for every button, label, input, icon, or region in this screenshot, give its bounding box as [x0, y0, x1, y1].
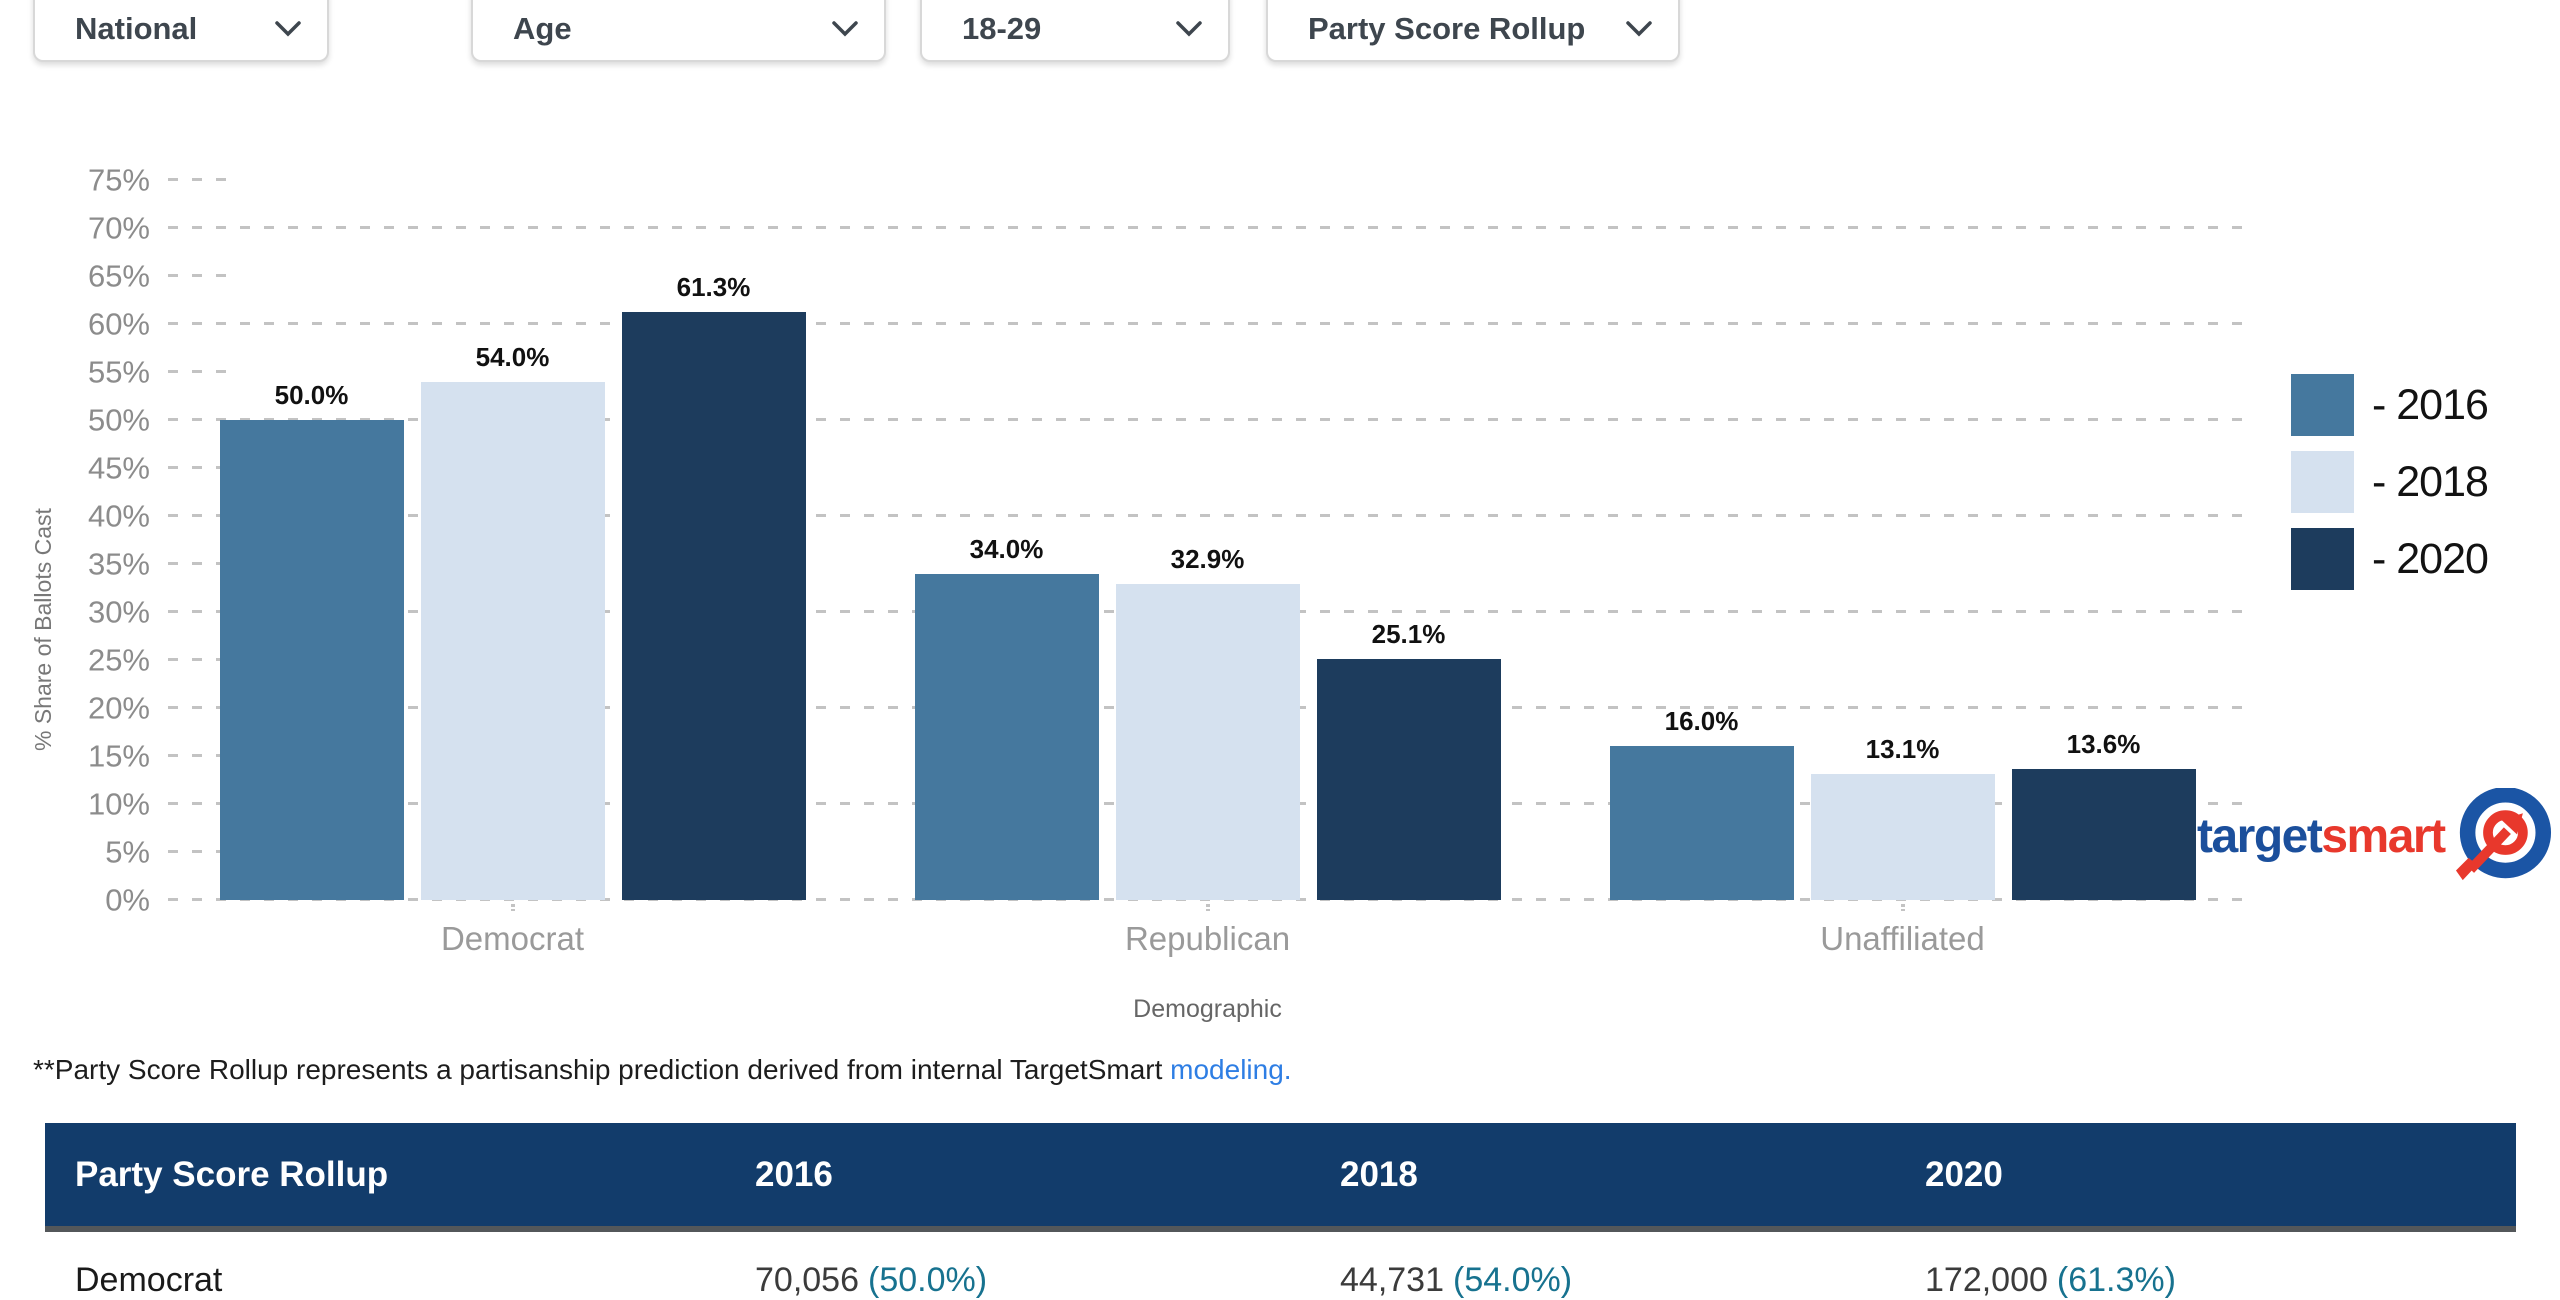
legend-item-2016: - 2016	[2291, 374, 2489, 436]
x-axis-title: Demographic	[1133, 995, 1282, 1023]
bar-2020-democrat[interactable]: 61.3%	[621, 272, 806, 900]
y-tick-label: 10%	[87, 786, 150, 822]
gridline	[168, 850, 226, 853]
y-tick-label: 0%	[105, 882, 150, 918]
gridline	[168, 658, 226, 661]
legend-label-2018: - 2018	[2372, 457, 2489, 506]
x-axis-categories: Democrat Republican Unaffiliated	[165, 904, 2250, 958]
targetsmart-logo-text: targetsmart	[2197, 810, 2446, 863]
chevron-down-icon	[1626, 21, 1652, 37]
table-header-2018: 2018	[1340, 1154, 1418, 1194]
table-header-2020: 2020	[1925, 1154, 2003, 1194]
cell-2016: 70,056 (50.0%)	[755, 1261, 988, 1299]
gridline	[168, 322, 2243, 325]
bar-2018-republican[interactable]: 32.9%	[1115, 544, 1300, 900]
party-metric-dropdown[interactable]: Party Score Rollup	[1266, 0, 1680, 62]
region-dropdown-value: National	[75, 11, 198, 46]
y-tick-label: 55%	[87, 354, 150, 390]
gridline	[168, 466, 226, 469]
bar-2016-democrat[interactable]: 50.0%	[219, 380, 404, 900]
bar-value-label: 32.9%	[1170, 544, 1245, 575]
y-axis-ticks: 0% 5% 10% 15% 20% 25% 30% 35% 40% 45% 50% 55% 60% 65%…	[0, 165, 150, 916]
y-tick-label: 65%	[87, 258, 150, 294]
gridline	[168, 274, 226, 277]
table-row-democrat: Democrat 70,056 (50.0%) 44,731 (54.0%) 172…	[45, 1261, 2516, 1300]
targetsmart-logo: targetsmart	[2197, 788, 2552, 885]
table-header-party: Party Score Rollup	[75, 1154, 389, 1194]
bullseye-arrow-icon	[2455, 788, 2551, 881]
party-metric-dropdown-value: Party Score Rollup	[1308, 11, 1586, 46]
bar-value-label: 13.6%	[2066, 729, 2141, 760]
y-tick-label: 70%	[87, 210, 150, 246]
legend-item-2018: - 2018	[2291, 451, 2489, 513]
y-tick-label: 50%	[87, 402, 150, 438]
bar-value-label: 16.0%	[1664, 706, 1739, 737]
bar-value-label: 13.1%	[1865, 734, 1940, 765]
legend-swatch-2016	[2291, 374, 2354, 436]
legend-item-2020: - 2020	[2291, 528, 2489, 590]
category-tick	[1900, 904, 1905, 911]
footnote: **Party Score Rollup represents a partis…	[33, 1054, 1292, 1086]
category-tick	[510, 904, 515, 911]
y-tick-label: 30%	[87, 594, 150, 630]
bar-2020-republican[interactable]: 25.1%	[1316, 619, 1501, 900]
bar-value-label: 25.1%	[1371, 619, 1446, 650]
modeling-link[interactable]: modeling.	[1170, 1054, 1292, 1085]
cell-2018: 44,731 (54.0%)	[1340, 1261, 1573, 1299]
legend-swatch-2018	[2291, 451, 2354, 513]
category-label-democrat: Democrat	[165, 904, 860, 958]
bar-2016-unaffiliated[interactable]: 16.0%	[1609, 706, 1794, 900]
chevron-down-icon	[1176, 21, 1202, 37]
demographic-dropdown-value: Age	[513, 11, 572, 46]
chevron-down-icon	[832, 21, 858, 37]
y-tick-label: 25%	[87, 642, 150, 678]
party-score-table: Party Score Rollup 2016 2018 2020 Democr…	[45, 1123, 2516, 1300]
category-tick	[1205, 904, 1210, 911]
bar-value-label: 61.3%	[676, 271, 751, 302]
bar-group-unaffiliated: 16.0% 13.1% 13.6%	[1555, 706, 2250, 900]
category-label-republican: Republican	[860, 904, 1555, 958]
table-header-row: Party Score Rollup 2016 2018 2020	[45, 1123, 2516, 1232]
legend-label-2016: - 2016	[2372, 380, 2489, 429]
gridline	[168, 418, 2243, 421]
bar-value-label: 54.0%	[475, 341, 550, 372]
age-range-dropdown[interactable]: 18-29	[920, 0, 1230, 62]
legend-swatch-2020	[2291, 528, 2354, 590]
y-tick-label: 75%	[87, 162, 150, 198]
y-tick-label: 40%	[87, 498, 150, 534]
bar-group-democrat: 50.0% 54.0% 61.3%	[165, 272, 860, 900]
plot-area: 50.0% 54.0% 61.3% 34.0% 32.9% 25.1% 16.0% 13.1%…	[165, 178, 2250, 901]
bar-groups: 50.0% 54.0% 61.3% 34.0% 32.9% 25.1% 16.0% 13.1%…	[165, 180, 2250, 900]
gridline	[168, 562, 226, 565]
gridline	[168, 370, 226, 373]
bar-2016-republican[interactable]: 34.0%	[914, 534, 1099, 900]
bar-2020-unaffiliated[interactable]: 13.6%	[2011, 729, 2196, 900]
gridline	[168, 514, 2243, 517]
y-tick-label: 5%	[105, 834, 150, 870]
age-range-dropdown-value: 18-29	[962, 11, 1042, 46]
cell-2020: 172,000 (61.3%)	[1925, 1261, 2176, 1299]
table-header-2016: 2016	[755, 1154, 833, 1194]
chevron-down-icon	[275, 21, 301, 37]
y-tick-label: 60%	[87, 306, 150, 342]
gridline	[168, 226, 2243, 229]
y-tick-label: 15%	[87, 738, 150, 774]
y-tick-label: 20%	[87, 690, 150, 726]
bar-value-label: 50.0%	[274, 380, 349, 410]
row-label: Democrat	[75, 1261, 223, 1299]
gridline	[168, 178, 226, 181]
demographic-dropdown[interactable]: Age	[471, 0, 886, 62]
y-tick-label: 35%	[87, 546, 150, 582]
y-tick-label: 45%	[87, 450, 150, 486]
legend-label-2020: - 2020	[2372, 534, 2489, 583]
bar-group-republican: 34.0% 32.9% 25.1%	[860, 534, 1555, 900]
bar-value-label: 34.0%	[969, 533, 1044, 564]
bar-2018-democrat[interactable]: 54.0%	[420, 342, 605, 900]
region-dropdown[interactable]: National	[33, 0, 329, 62]
bar-2018-unaffiliated[interactable]: 13.1%	[1810, 734, 1995, 900]
footnote-text: **Party Score Rollup represents a partis…	[33, 1054, 1171, 1085]
chart-legend: - 2016 - 2018 - 2020	[2291, 374, 2489, 605]
category-label-unaffiliated: Unaffiliated	[1555, 904, 2250, 958]
gridline	[168, 754, 226, 757]
